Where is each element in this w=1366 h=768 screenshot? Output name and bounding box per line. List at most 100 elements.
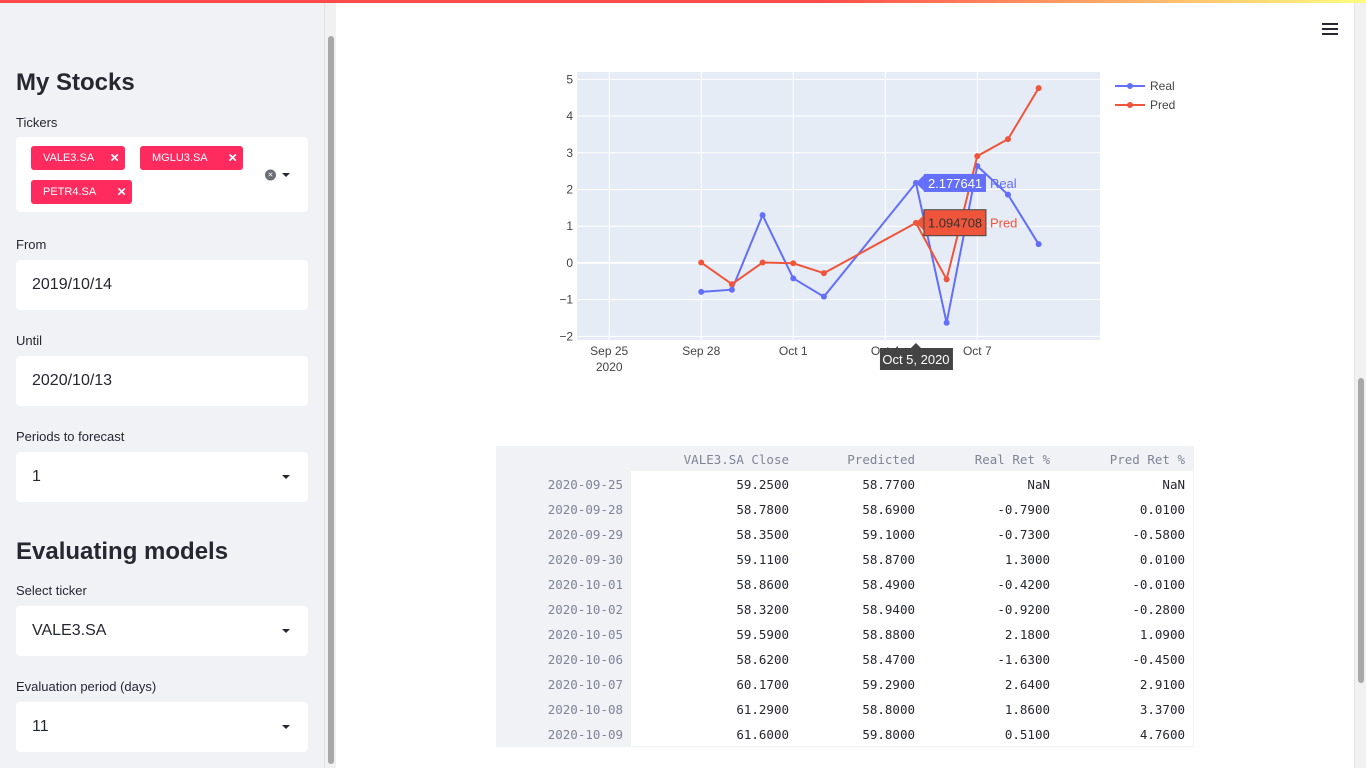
- legend-label-real: Real: [1150, 79, 1175, 93]
- periods-label: Periods to forecast: [16, 429, 125, 444]
- series-line-real: [701, 164, 1040, 323]
- x-tick-label: Sep 25: [590, 344, 628, 358]
- table-cell: 59.1100: [736, 552, 789, 567]
- table-cell: 58.3200: [736, 602, 789, 617]
- data-point-real: [820, 293, 827, 300]
- select-ticker-label: Select ticker: [16, 583, 87, 598]
- hover-name-pred: Pred: [990, 216, 1017, 231]
- eval-period-select[interactable]: 11: [16, 702, 308, 752]
- sidebar-scrollbar[interactable]: [324, 3, 336, 768]
- chart-series: [698, 85, 1042, 326]
- chart-grid: [577, 72, 1100, 340]
- y-tick-label: 0: [566, 256, 573, 270]
- ticker-tag: PETR4.SA ×: [31, 180, 132, 204]
- column-header: Pred Ret %: [1109, 452, 1185, 467]
- plot-background: [577, 72, 1100, 340]
- table-cell: 59.2500: [736, 477, 789, 492]
- hover-date-label: Oct 5, 2020: [882, 352, 949, 367]
- column-header: VALE3.SA Close: [683, 452, 789, 467]
- table-cell: 0.0100: [1139, 552, 1185, 567]
- data-point-real: [698, 288, 705, 295]
- column-header: Predicted: [847, 452, 915, 467]
- until-label: Until: [16, 333, 43, 348]
- row-index: 2020-10-07: [547, 677, 623, 692]
- hover-box-pred: [923, 209, 987, 237]
- until-date-value: 2020/10/13: [32, 372, 113, 389]
- remove-tag-icon[interactable]: ×: [228, 149, 237, 167]
- row-index: 2020-10-05: [547, 627, 623, 642]
- data-point-pred: [1035, 85, 1042, 92]
- table-cell: 1.0900: [1139, 627, 1185, 642]
- hover-name-real: Real: [990, 176, 1017, 191]
- data-point-real: [1035, 241, 1042, 248]
- y-tick-label: 5: [566, 72, 573, 86]
- hamburger-menu-icon[interactable]: [1322, 22, 1338, 36]
- table-cell: 59.8000: [862, 727, 915, 742]
- row-index: 2020-09-28: [547, 502, 623, 517]
- column-header: Real Ret %: [974, 452, 1050, 467]
- from-date-input[interactable]: 2019/10/14: [16, 260, 308, 310]
- main-scrollbar[interactable]: [1354, 3, 1366, 768]
- x-tick-sublabel: 2020: [596, 360, 623, 374]
- chevron-down-icon: [282, 725, 290, 729]
- row-index: 2020-09-25: [547, 477, 623, 492]
- table-cell: 0.0100: [1139, 502, 1185, 517]
- y-tick-label: 4: [566, 109, 573, 123]
- y-tick-label: 1: [566, 219, 573, 233]
- table-cell: NaN: [1162, 477, 1185, 492]
- table-cell: 58.8600: [736, 577, 789, 592]
- data-point-real: [790, 275, 797, 282]
- table-cell: 2.9100: [1139, 677, 1185, 692]
- data-point-pred: [820, 270, 827, 277]
- sidebar-scrollbar-thumb[interactable]: [328, 36, 334, 764]
- select-ticker-select[interactable]: VALE3.SA: [16, 606, 308, 656]
- hover-value-pred: 1.094708: [928, 216, 982, 231]
- chart-legend[interactable]: Real Pred: [1115, 79, 1175, 112]
- eval-period-label: Evaluation period (days): [16, 679, 157, 694]
- table-cell: NaN: [1027, 477, 1050, 492]
- hover-date-pointer: [909, 343, 922, 349]
- table-cell: -0.9200: [997, 602, 1050, 617]
- x-tick-label: Oct 7: [963, 344, 992, 358]
- select-ticker-value: VALE3.SA: [32, 622, 107, 639]
- clear-all-icon[interactable]: ×: [265, 169, 276, 180]
- ticker-tag: VALE3.SA ×: [31, 146, 125, 170]
- table-cell: 58.9400: [862, 602, 915, 617]
- from-date-value: 2019/10/14: [32, 276, 113, 293]
- legend-marker-real: [1127, 83, 1133, 89]
- main-scrollbar-thumb[interactable]: [1358, 378, 1364, 683]
- x-tick-label: Sep 28: [682, 344, 720, 358]
- data-point-real: [759, 212, 766, 219]
- table-cell: -0.4200: [997, 577, 1050, 592]
- chevron-down-icon[interactable]: [282, 172, 290, 177]
- table-cell: 59.1000: [862, 527, 915, 542]
- table-cell: 0.5100: [1004, 727, 1050, 742]
- results-dataframe[interactable]: VALE3.SA Close Predicted Real Ret % Pred Re…: [496, 446, 1194, 747]
- series-line-pred: [700, 87, 1040, 286]
- ticker-tag: MGLU3.SA ×: [140, 146, 243, 170]
- hover-pointer: [915, 174, 924, 191]
- y-tick-label: 3: [566, 146, 573, 160]
- hover-box-real: [923, 173, 986, 192]
- y-tick-label: 2: [566, 182, 573, 196]
- y-tick-label: −1: [559, 293, 573, 307]
- row-index: 2020-10-09: [547, 727, 623, 742]
- data-point-pred: [698, 259, 705, 266]
- legend-label-pred: Pred: [1150, 98, 1175, 112]
- remove-tag-icon[interactable]: ×: [110, 149, 119, 167]
- table-cell: 59.5900: [736, 627, 789, 642]
- table-cell: 61.6000: [736, 727, 789, 742]
- table-cell: 4.7600: [1139, 727, 1185, 742]
- remove-tag-icon[interactable]: ×: [117, 183, 126, 201]
- ticker-tag-label: VALE3.SA: [43, 152, 95, 164]
- ticker-tag-label: MGLU3.SA: [152, 152, 208, 164]
- until-date-input[interactable]: 2020/10/13: [16, 356, 308, 406]
- sidebar-heading-stocks: My Stocks: [16, 69, 135, 96]
- row-index: 2020-09-30: [547, 552, 623, 567]
- tickers-multiselect[interactable]: VALE3.SA × MGLU3.SA × PETR4.SA × ×: [16, 137, 308, 212]
- table-cell: 58.7800: [736, 502, 789, 517]
- from-label: From: [16, 237, 47, 252]
- periods-select[interactable]: 1: [16, 452, 308, 502]
- table-cell: 59.2900: [862, 677, 915, 692]
